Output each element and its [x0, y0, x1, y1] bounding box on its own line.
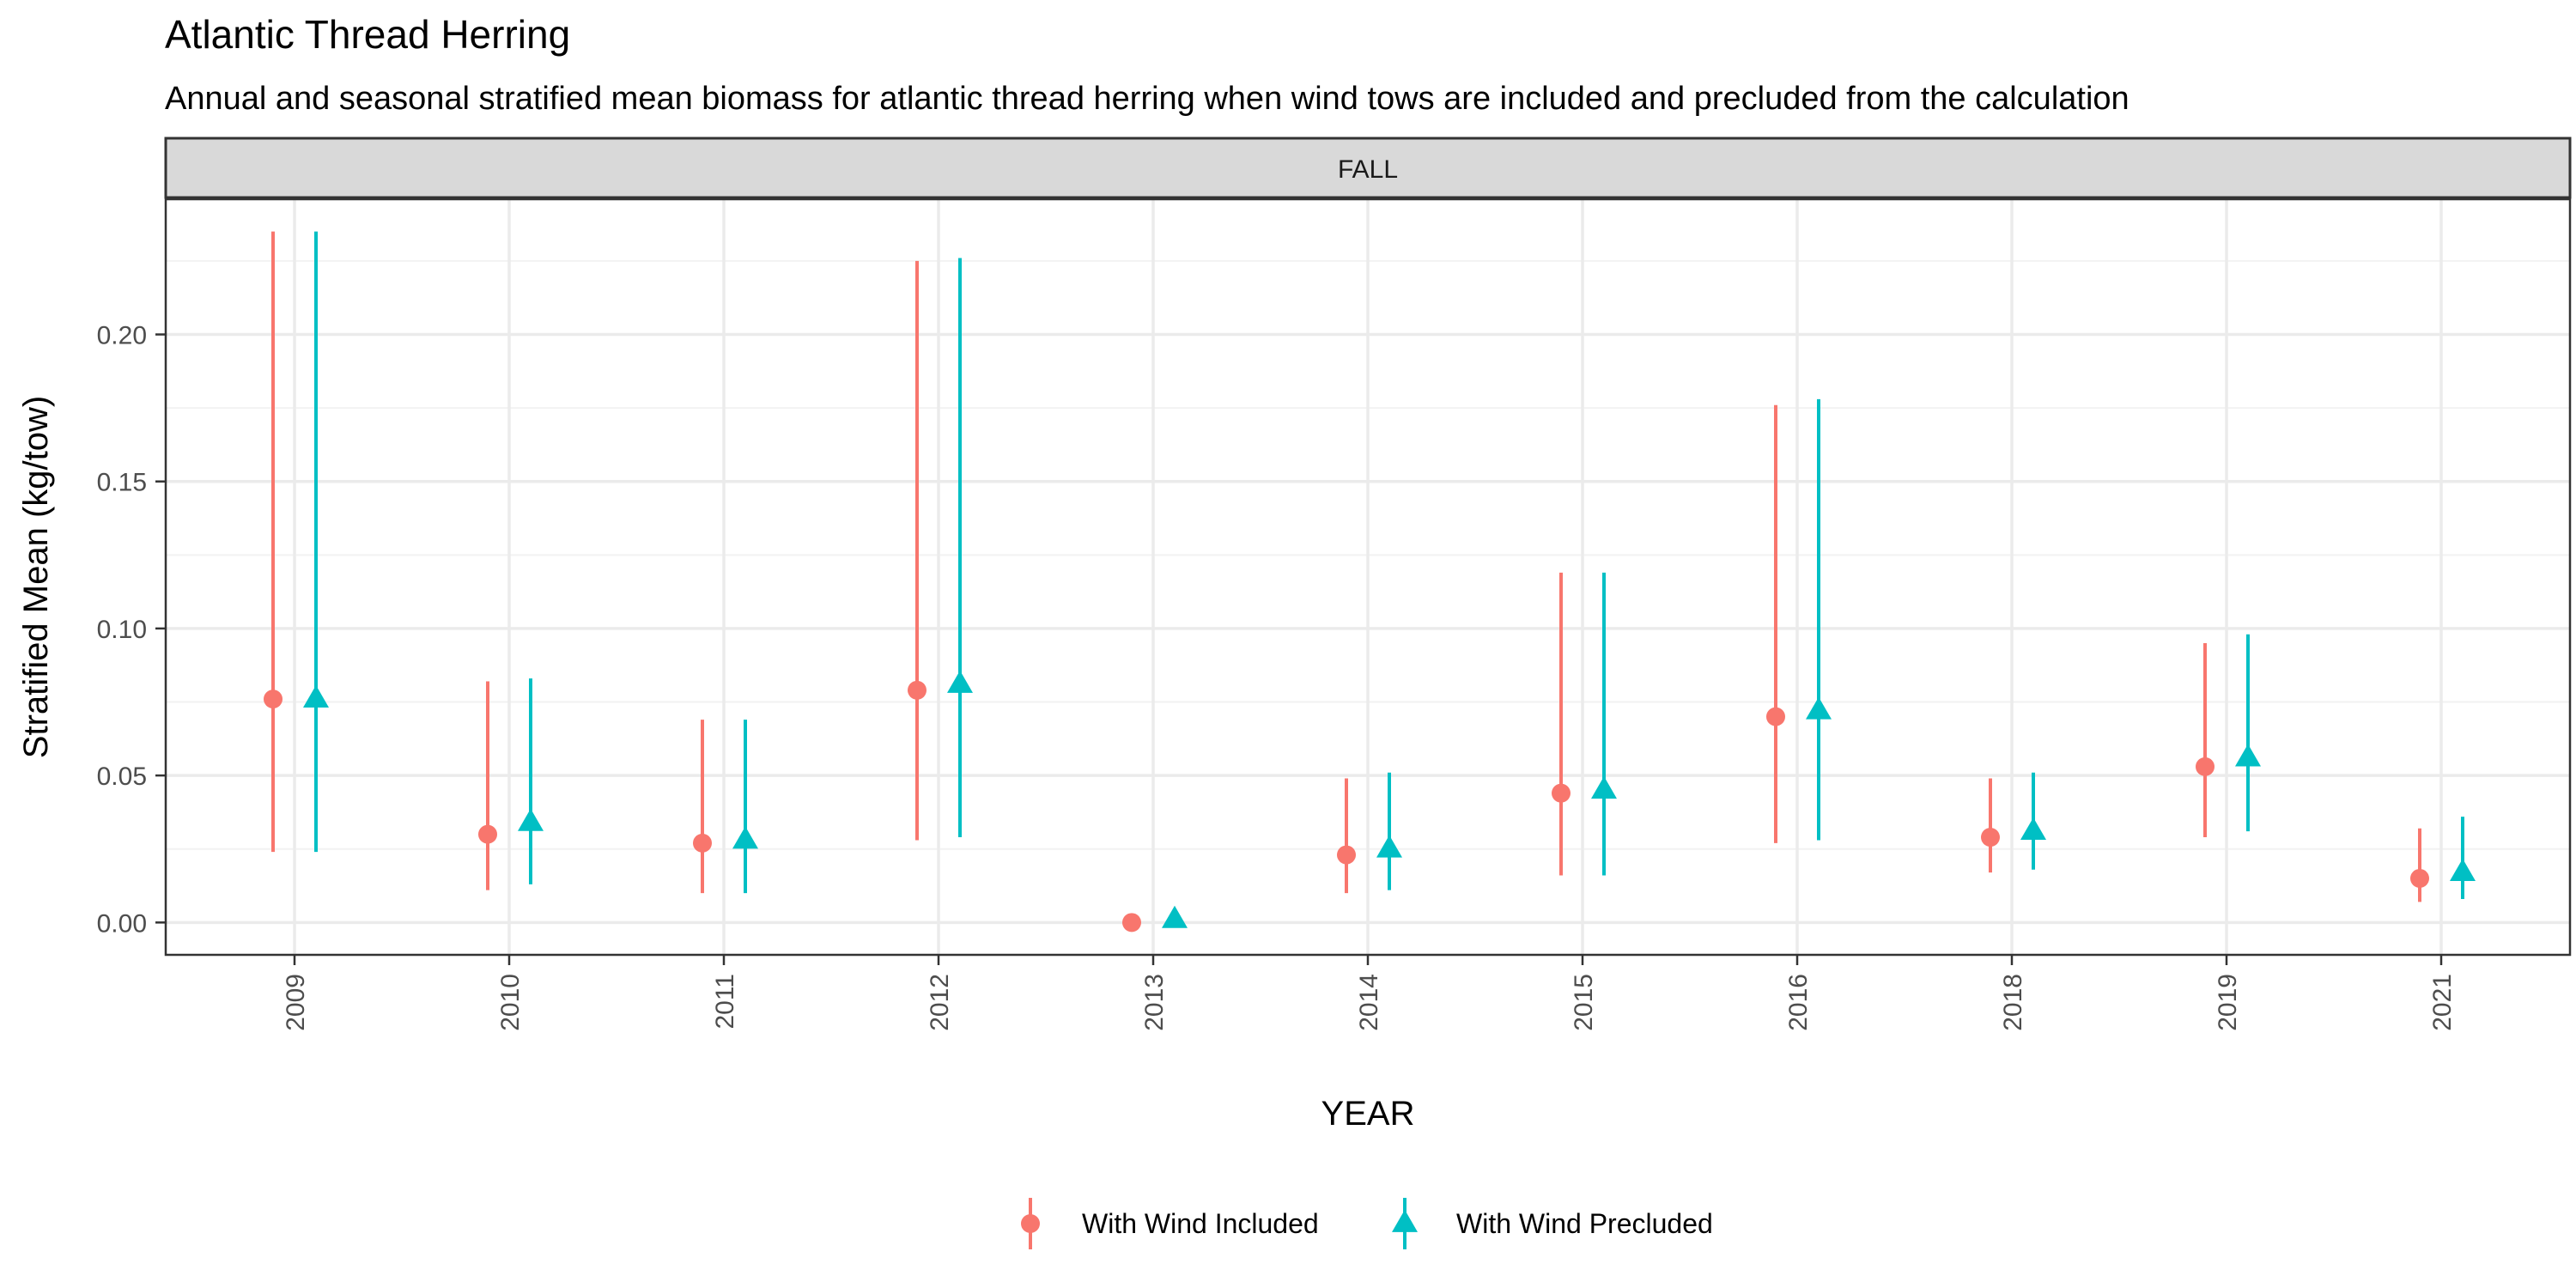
legend-key-symbol: [1021, 1214, 1040, 1233]
x-tick-label: 2010: [496, 974, 525, 1031]
x-tick-label: 2012: [926, 974, 954, 1031]
data-point: [264, 690, 283, 709]
data-point: [947, 670, 973, 693]
x-tick-label: 2021: [2428, 974, 2457, 1031]
chart-subtitle: Annual and seasonal stratified mean biom…: [165, 81, 2129, 117]
data-point: [2410, 868, 2429, 888]
grid-lines: [166, 199, 2570, 955]
facet-strip: [164, 137, 2572, 199]
data-point: [2196, 756, 2215, 776]
data-point: [732, 826, 758, 849]
data-point: [1337, 845, 1356, 865]
x-tick-label: 2014: [1355, 974, 1383, 1031]
data-point: [2235, 744, 2261, 767]
data-point: [908, 680, 927, 700]
data-point: [1981, 828, 2000, 848]
data-point: [1591, 776, 1617, 799]
x-tick-label: 2013: [1140, 974, 1169, 1031]
series-wind-precluded: [303, 231, 2476, 928]
y-tick-label: 0.10: [97, 616, 147, 644]
data-point: [303, 684, 329, 708]
data-point: [1162, 905, 1188, 928]
y-tick-label: 0.15: [97, 469, 147, 497]
y-tick-label: 0.05: [97, 762, 147, 791]
legend-label: With Wind Included: [1082, 1208, 1319, 1239]
legend-key-symbol: [1392, 1209, 1418, 1232]
x-axis-title: YEAR: [1321, 1095, 1415, 1133]
data-point: [1122, 913, 1141, 933]
legend-label: With Wind Precluded: [1456, 1208, 1713, 1239]
x-axis: 2009 2010 2011 2012 2013 2014 2015 2016 2018 2019…: [282, 955, 2457, 1031]
x-tick-label: 2011: [711, 974, 739, 1030]
x-tick-label: 2018: [1999, 974, 2027, 1031]
y-tick-label: 0.00: [97, 909, 147, 938]
x-tick-label: 2016: [1784, 974, 1813, 1031]
y-axis-title: Stratified Mean (kg/tow): [17, 396, 55, 758]
legend-item: With Wind Included: [1021, 1198, 1319, 1249]
data-point: [1806, 696, 1832, 720]
data-point: [1376, 835, 1402, 858]
x-tick-label: 2019: [2214, 974, 2242, 1031]
y-axis: 0.00 0.05 0.10 0.15 0.20: [97, 322, 166, 938]
facet-label: FALL: [1338, 155, 1398, 184]
data-point: [1766, 707, 1785, 726]
data-point: [478, 824, 497, 844]
data-point: [1552, 783, 1571, 803]
legend-item: With Wind Precluded: [1392, 1198, 1713, 1249]
legend: With Wind Included With Wind Precluded: [1021, 1198, 1713, 1249]
data-point: [2020, 817, 2046, 841]
data-point: [693, 833, 712, 853]
y-tick-label: 0.20: [97, 322, 147, 350]
data-marks: [264, 231, 2476, 933]
chart-title: Atlantic Thread Herring: [165, 12, 570, 57]
data-point: [518, 808, 544, 831]
x-tick-label: 2015: [1570, 974, 1598, 1031]
data-point: [2450, 859, 2476, 881]
series-wind-included: [264, 231, 2429, 933]
x-tick-label: 2009: [282, 974, 310, 1031]
